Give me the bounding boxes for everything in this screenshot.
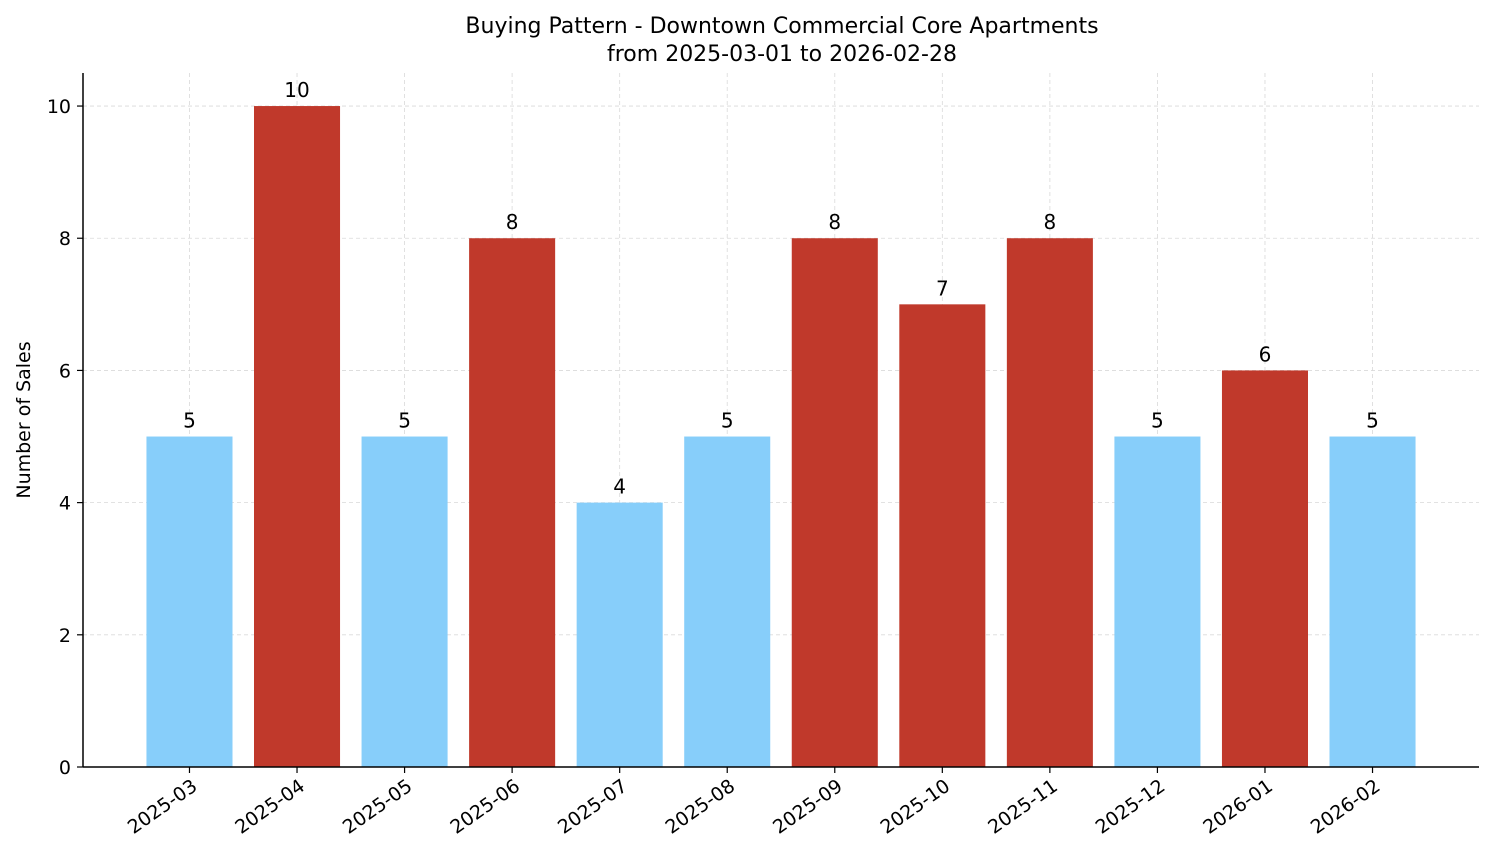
x-tick-label: 2025-08 [661,775,739,839]
data-label: 8 [1044,210,1057,234]
bar-2026-01 [1221,370,1308,767]
bar-2025-10 [899,304,986,767]
x-tick-label: 2026-01 [1199,775,1277,839]
y-tick-label: 0 [59,757,71,779]
data-label: 5 [1151,409,1164,433]
data-label: 7 [936,276,949,300]
x-tick-label: 2025-06 [446,775,524,839]
y-tick-label: 6 [59,360,71,382]
x-tick-label: 2025-12 [1092,775,1170,839]
x-tick-label: 2025-10 [877,775,955,839]
bar-2025-06 [469,238,556,767]
bar-2025-12 [1114,436,1201,767]
x-tick-label: 2026-02 [1307,775,1385,839]
bar-2025-07 [576,502,663,767]
x-tick-label: 2025-07 [554,775,632,839]
data-label: 4 [613,475,626,499]
bar-2025-03 [146,436,233,767]
bar-2025-05 [361,436,448,767]
data-label: 5 [721,409,734,433]
data-label: 5 [183,409,196,433]
data-label: 5 [1366,409,1379,433]
y-axis-label: Number of Sales [13,341,35,498]
y-tick-label: 4 [59,493,71,515]
x-tick-label: 2025-09 [769,775,847,839]
y-tick-label: 8 [59,228,71,250]
bar-2025-09 [791,238,878,767]
data-labels: 5 10 5 8 4 5 8 7 8 5 6 5 [183,78,1379,499]
data-label: 8 [828,210,841,234]
bar-2025-08 [684,436,771,767]
x-tick-label: 2025-11 [984,775,1062,839]
x-tick-label: 2025-03 [124,775,202,839]
chart-subtitle: from 2025-03-01 to 2026-02-28 [607,42,957,67]
x-tick-label: 2025-04 [231,775,309,839]
y-tick-label: 2 [59,625,71,647]
data-label: 10 [284,78,309,102]
chart-title: Buying Pattern - Downtown Commercial Cor… [465,14,1098,39]
bars [146,106,1416,768]
y-tick-label: 10 [47,96,71,118]
bar-2025-04 [254,106,341,768]
data-label: 6 [1259,342,1272,366]
x-tick-label: 2025-05 [339,775,417,839]
bar-2026-02 [1329,436,1416,767]
bar-2025-11 [1006,238,1093,767]
data-label: 5 [398,409,411,433]
data-label: 8 [506,210,519,234]
